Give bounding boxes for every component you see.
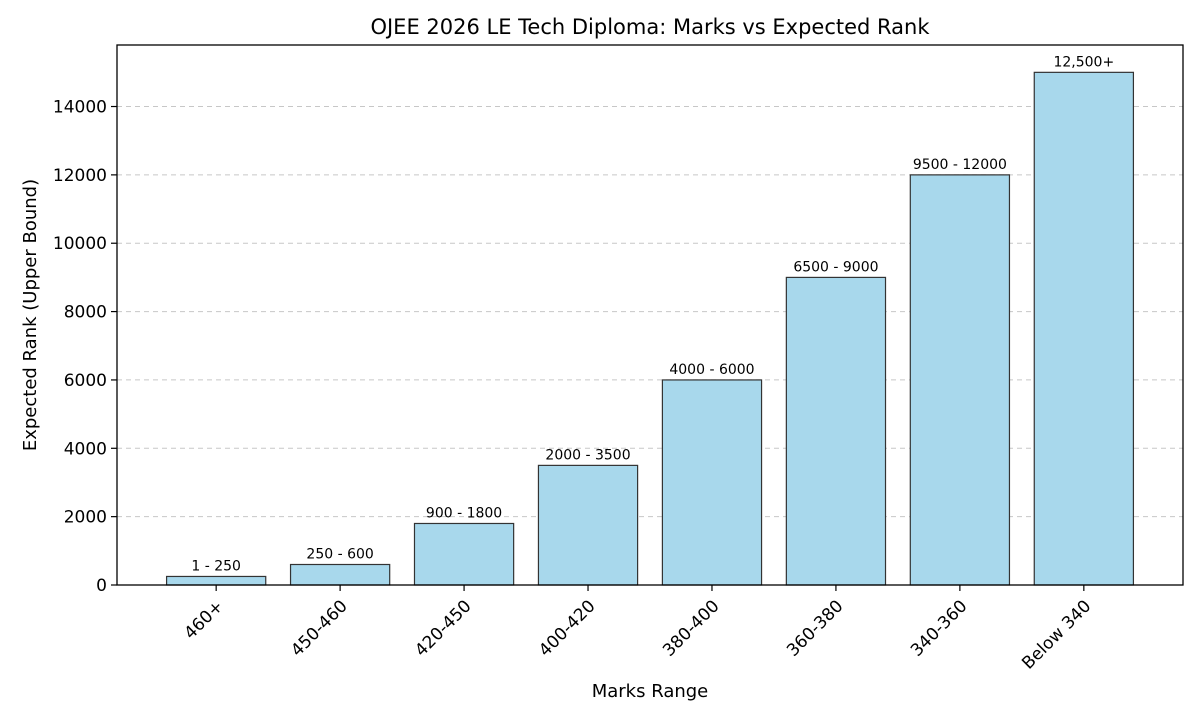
data-label-6: 6500 - 9000 xyxy=(793,259,878,275)
y-tick-label-1: 2000 xyxy=(64,508,107,528)
grid-lines xyxy=(117,106,1183,518)
data-labels: 1 - 250 250 - 600 900 - 1800 2000 - 3500 400… xyxy=(191,54,1114,574)
bar-2 xyxy=(289,563,391,586)
x-tick-label-7: Below 340 xyxy=(1018,596,1095,673)
bar-7 xyxy=(909,174,1011,586)
data-label-4: 2000 - 3500 xyxy=(545,447,630,463)
data-label-2: 250 - 600 xyxy=(306,546,373,562)
x-tick-label-2: 420-450 xyxy=(411,596,475,660)
x-tick-label-0: 460+ xyxy=(181,596,228,643)
x-tick-label-4: 380-400 xyxy=(659,596,723,660)
bar-6 xyxy=(785,276,887,586)
x-tick-label-5: 360-380 xyxy=(783,596,847,660)
bars xyxy=(165,71,1135,586)
data-label-5: 4000 - 6000 xyxy=(669,362,754,378)
bar-1 xyxy=(165,575,267,586)
y-tick-label-3: 6000 xyxy=(64,371,107,391)
bar-8 xyxy=(1033,71,1135,586)
x-tick-label-1: 450-460 xyxy=(287,596,351,660)
y-tick-label-7: 14000 xyxy=(53,98,107,118)
y-tick-label-5: 10000 xyxy=(53,234,107,254)
plot-frame xyxy=(116,44,1184,586)
y-tick-label-6: 12000 xyxy=(53,166,107,186)
x-tick-label-6: 340-360 xyxy=(907,596,971,660)
bar-3 xyxy=(413,522,515,586)
data-label-3: 900 - 1800 xyxy=(426,505,502,521)
bar-4 xyxy=(537,464,639,586)
x-tick-label-3: 400-420 xyxy=(535,596,599,660)
y-tick-label-2: 4000 xyxy=(64,439,107,459)
y-tick-label-0: 0 xyxy=(96,576,107,596)
y-axis-label: Expected Rank (Upper Bound) xyxy=(20,179,41,451)
x-axis-label: Marks Range xyxy=(592,681,709,702)
data-label-1: 1 - 250 xyxy=(191,558,241,574)
bar-5 xyxy=(661,379,763,586)
data-label-8: 12,500+ xyxy=(1053,54,1114,70)
y-tick-label-4: 8000 xyxy=(64,303,107,323)
chart-title: OJEE 2026 LE Tech Diploma: Marks vs Expe… xyxy=(370,15,930,39)
data-label-7: 9500 - 12000 xyxy=(913,157,1007,173)
